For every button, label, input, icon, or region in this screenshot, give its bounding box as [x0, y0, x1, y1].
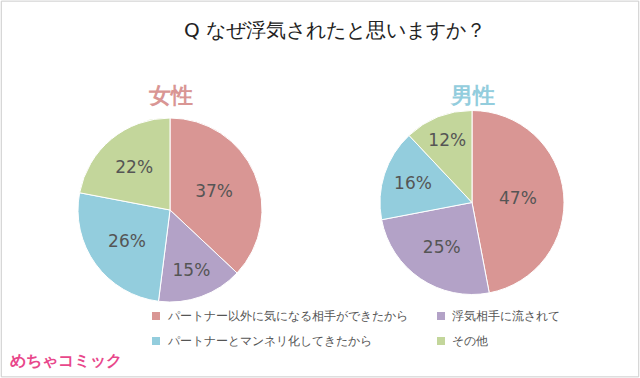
svg-text:12%: 12%: [428, 130, 466, 150]
svg-text:26%: 26%: [108, 231, 146, 251]
svg-text:パートナー以外に気になる相手ができたから: パートナー以外に気になる相手ができたから: [167, 309, 408, 323]
svg-text:めちゃコミック: めちゃコミック: [10, 351, 122, 370]
svg-text:Q なぜ浮気されたと思いますか？: Q なぜ浮気されたと思いますか？: [184, 18, 486, 42]
svg-text:パートナーとマンネリ化してきたから: パートナーとマンネリ化してきたから: [167, 334, 372, 348]
svg-text:37%: 37%: [195, 181, 233, 201]
svg-text:22%: 22%: [115, 157, 153, 177]
svg-text:その他: その他: [452, 334, 488, 348]
svg-text:25%: 25%: [423, 237, 461, 257]
svg-text:15%: 15%: [173, 260, 211, 280]
svg-text:浮気相手に流されて: 浮気相手に流されて: [452, 309, 560, 323]
svg-text:男性: 男性: [450, 83, 495, 108]
svg-text:16%: 16%: [394, 173, 432, 193]
svg-text:47%: 47%: [499, 188, 537, 208]
svg-text:女性: 女性: [148, 83, 193, 108]
